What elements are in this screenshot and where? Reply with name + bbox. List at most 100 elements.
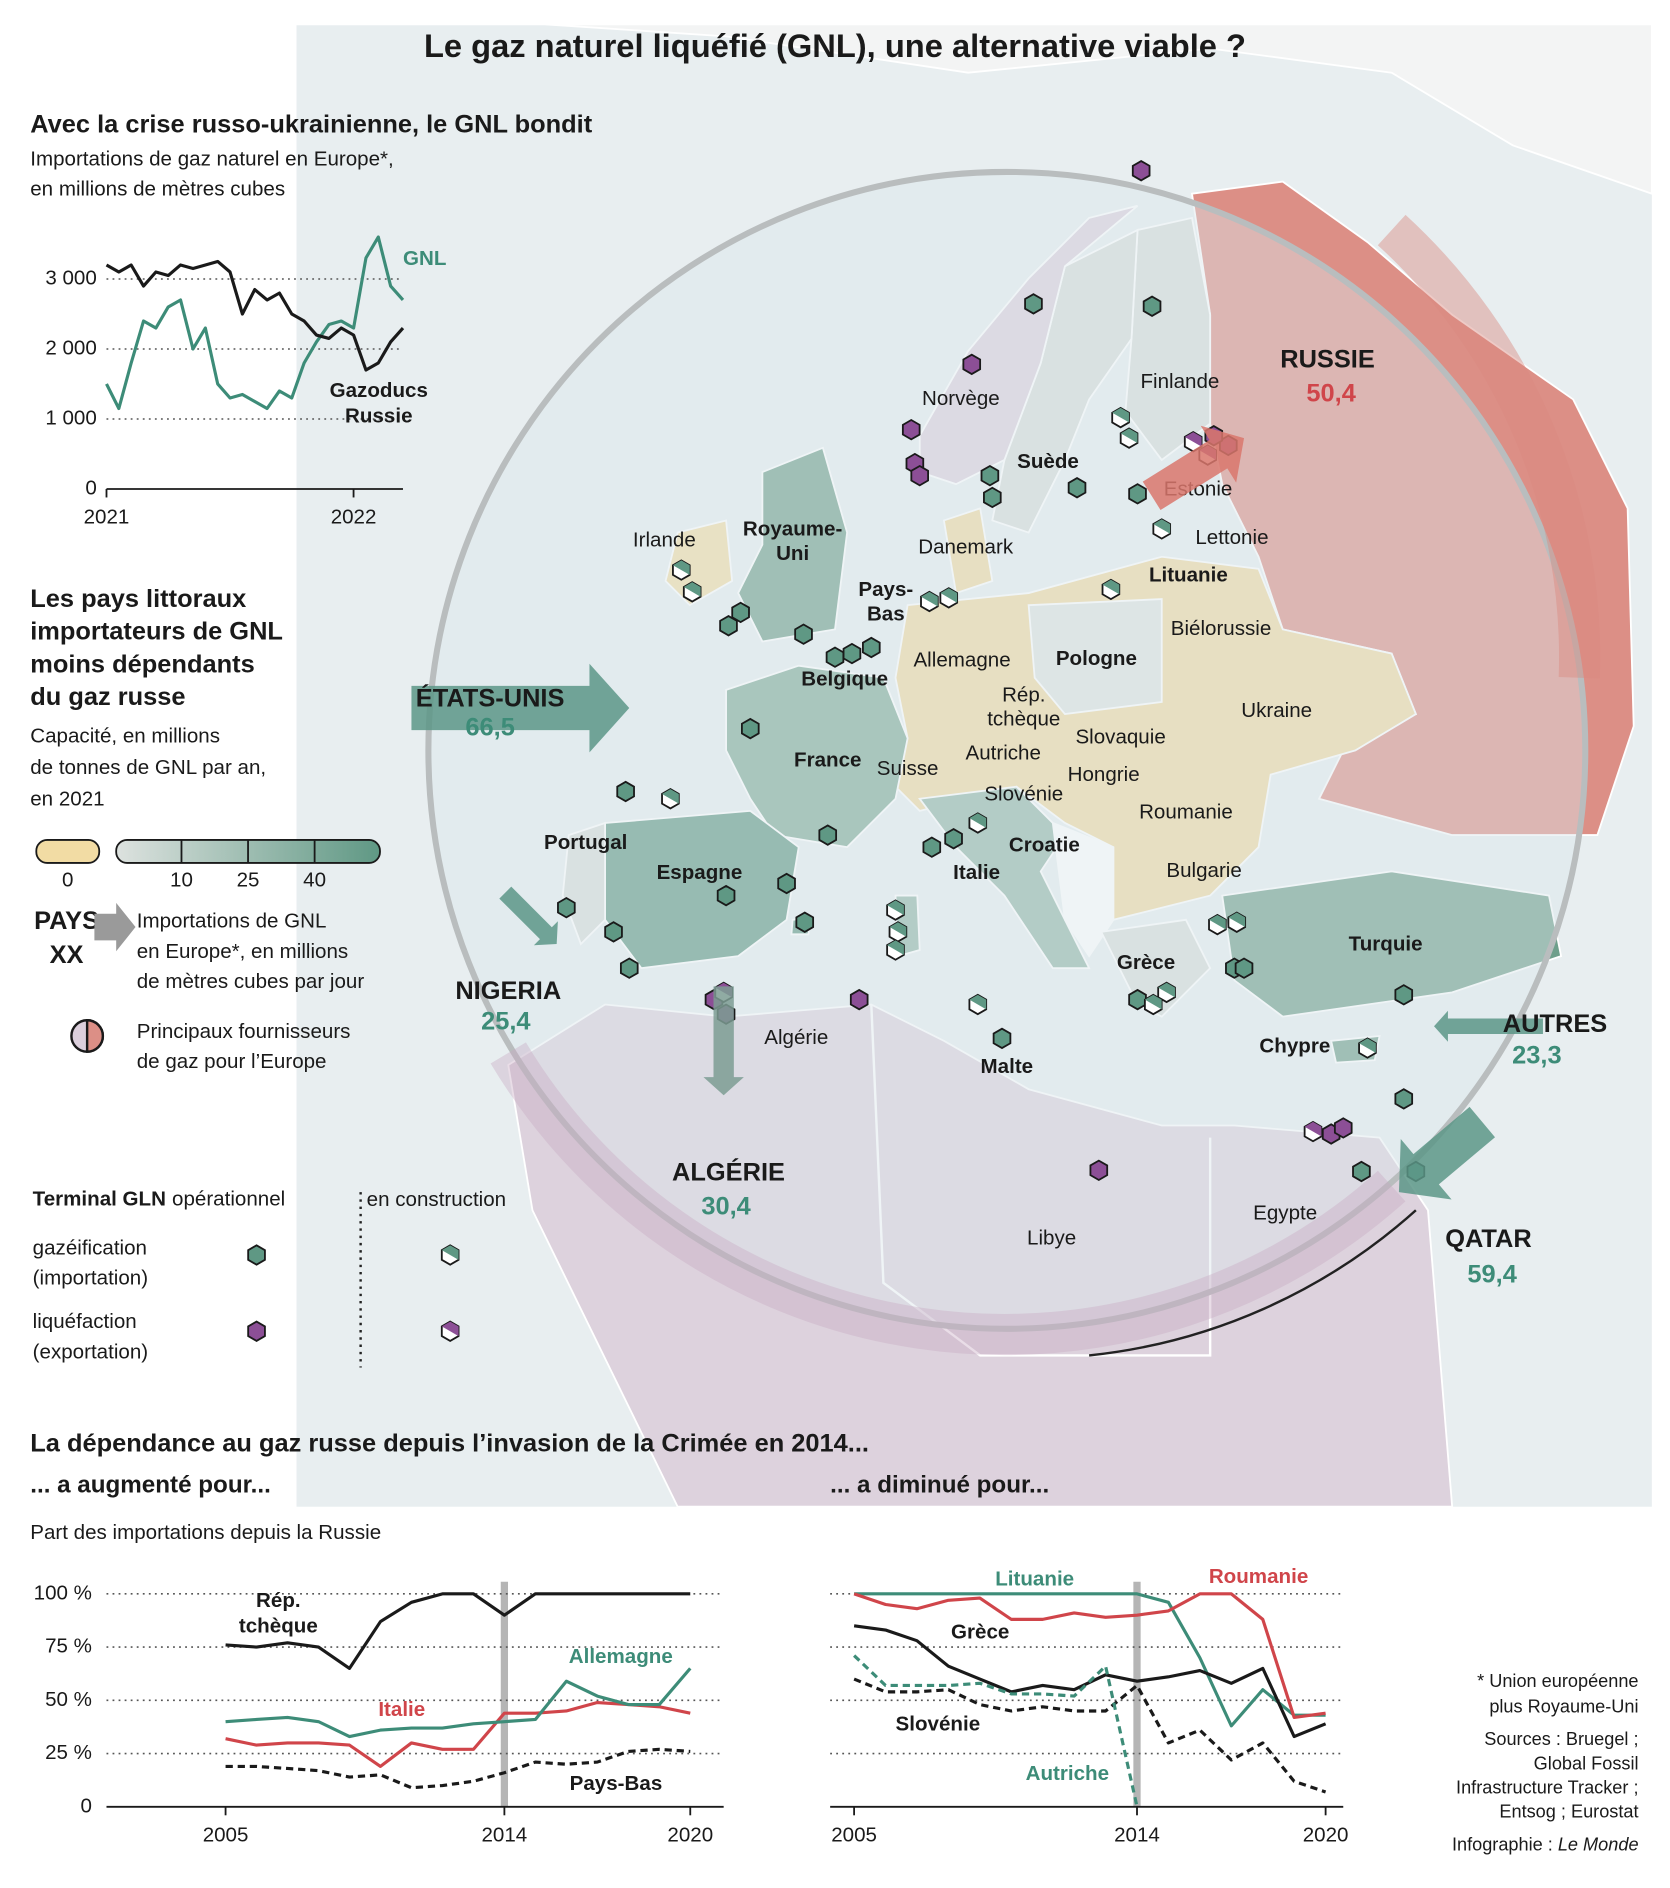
terminal-half (1102, 579, 1120, 595)
country-label: Slovaquie (1075, 726, 1165, 749)
terminal-half (441, 1245, 459, 1260)
sources: Entsog ; Eurostat (1499, 1802, 1638, 1822)
country-label: Roumanie (1139, 801, 1233, 824)
country-label: Pologne (1056, 647, 1137, 670)
terminal (777, 872, 796, 895)
chart-title: Avec la crise russo-ukrainienne, le GNL … (30, 111, 592, 139)
y-tick-label: 2 000 (45, 336, 96, 359)
chart-subtitle: Importations de gaz naturel en Europe*, (30, 147, 394, 170)
terminal (1142, 295, 1162, 317)
terminal (825, 646, 845, 668)
series-label: Rép. tchèque (238, 1589, 318, 1638)
legend-title: du gaz russe (30, 683, 185, 711)
terminal (992, 1027, 1012, 1050)
country-label: Suède (1017, 450, 1079, 473)
country-label: France (794, 749, 861, 772)
scale-label: 40 (303, 869, 326, 892)
y-tick-label: 25 % (45, 1741, 92, 1764)
terminal (795, 911, 815, 933)
supplier-arrow (1142, 425, 1245, 511)
supplier-name: RUSSIE (1280, 345, 1375, 373)
supplier-name: QATAR (1445, 1225, 1532, 1253)
terminal (557, 896, 576, 919)
supplier-key-text: Principaux fournisseurs (137, 1020, 351, 1043)
land (507, 1003, 1454, 1508)
legend-subtitle: Capacité, en millions (30, 725, 220, 748)
terminal-half (887, 940, 904, 955)
footnote: plus Royaume-Uni (1489, 1696, 1638, 1716)
terminal (1089, 1159, 1109, 1182)
land (1221, 870, 1563, 1018)
country-label: Croatie (1009, 833, 1080, 856)
terminal-half (1209, 914, 1226, 930)
x-tick-label: 2020 (1303, 1823, 1349, 1846)
series-label-box: Lituanie (995, 1567, 1074, 1590)
series-line (225, 1747, 691, 1790)
land (942, 507, 994, 595)
country-label: tchèque (987, 708, 1060, 731)
arrow-key-text: de mètres cubes par jour (137, 970, 365, 993)
terminal-type: (exportation) (33, 1340, 148, 1363)
country-label: Portugal (544, 831, 627, 854)
x-tick-label: 2020 (667, 1823, 713, 1846)
legend-title: importateurs de GNL (30, 618, 283, 646)
land-layer (296, 23, 1653, 1508)
terminal (862, 636, 881, 659)
country-label: Bulgarie (1166, 859, 1241, 882)
legend-title: Les pays littoraux (30, 585, 246, 613)
series-label-box: Allemagne (568, 1644, 673, 1668)
terminal (1234, 957, 1254, 979)
supplier-name: ÉTATS-UNIS (416, 683, 565, 712)
country-label: Allemagne (913, 648, 1010, 671)
scale-label: 10 (170, 869, 193, 892)
land (1027, 598, 1163, 716)
country-label: Rép. (1002, 683, 1045, 706)
x-tick-label: 2021 (84, 505, 130, 528)
country-label: Lettonie (1195, 526, 1268, 549)
terminal (849, 988, 869, 1011)
country-label: Pays- (858, 578, 913, 601)
terminal (619, 957, 639, 979)
terminal-title-bold: Terminal GLN (33, 1188, 166, 1211)
land (1099, 918, 1212, 1018)
terminal (842, 642, 862, 665)
country-label: Lituanie (1149, 564, 1228, 587)
land (1051, 821, 1115, 958)
series-label: GNL (402, 246, 447, 270)
terminal (740, 717, 760, 740)
series-label-box: Rép. tchèque (238, 1589, 318, 1638)
terminal (1352, 1160, 1371, 1183)
sources: Sources : Bruegel ; (1484, 1729, 1638, 1749)
country-label: Uni (776, 542, 809, 565)
series-label-box: Autriche (1026, 1762, 1109, 1785)
terminal-half (969, 994, 987, 1010)
country-label: Hongrie (1068, 763, 1140, 786)
terminal (1128, 483, 1147, 505)
credit-name: Le Monde (1558, 1834, 1639, 1854)
series-label: Gazoducs Russie (329, 378, 428, 428)
terminal-half (683, 582, 701, 597)
series-label: Italie (378, 1697, 426, 1721)
land (1190, 180, 1635, 836)
supplier-arrow (1434, 1010, 1543, 1042)
terminal-title: Terminal GLN opérationnel (33, 1188, 286, 1211)
terminal-half (1120, 428, 1138, 443)
highlight-bar (500, 1581, 509, 1807)
supplier-value: 25,4 (481, 1007, 530, 1035)
series-label: Allemagne (568, 1644, 673, 1668)
country-label: Slovénie (984, 783, 1063, 806)
series-label: Pays-Bas (569, 1771, 663, 1795)
terminal (901, 418, 921, 441)
legend-subtitle: de tonnes de GNL par an, (30, 756, 266, 779)
legend-title: moins dépendants (30, 650, 254, 678)
arrow-key: XX (50, 941, 84, 969)
terminal-half (1112, 407, 1129, 423)
terminal-half (1153, 519, 1171, 534)
series-label-box: Roumanie (1209, 1565, 1308, 1588)
country-label: Finlande (1140, 370, 1219, 393)
terminal-half (969, 813, 987, 828)
terminal (616, 780, 635, 803)
series-label-box: Pays-Bas (569, 1771, 663, 1795)
series-line (853, 1654, 1139, 1808)
terminal-half (887, 900, 904, 915)
